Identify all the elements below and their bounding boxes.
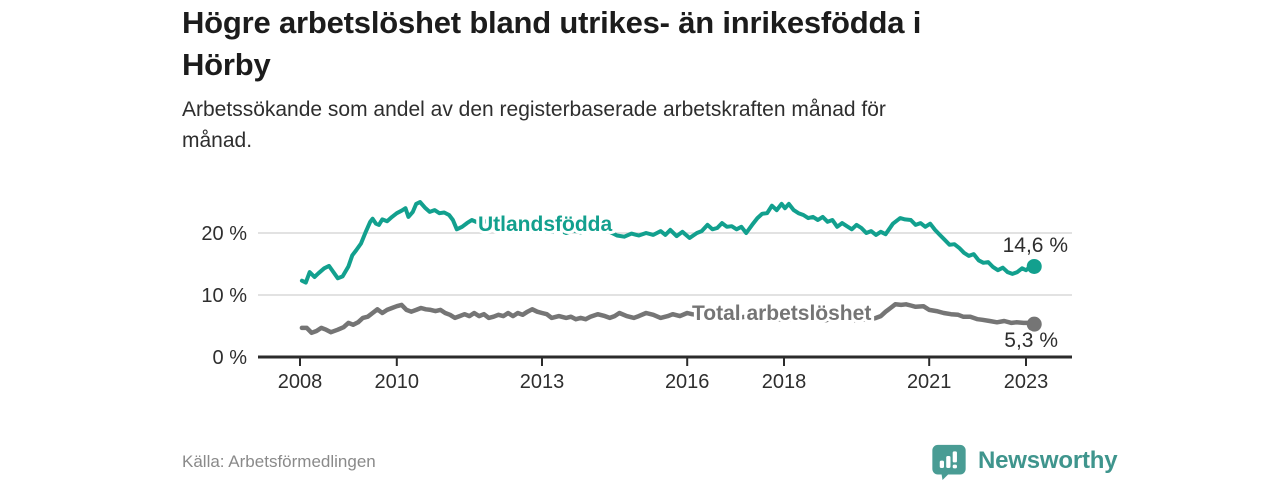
end-value-label-utlandsfodda: 14,6 % bbox=[1003, 234, 1068, 257]
x-axis-label-2021: 2021 bbox=[907, 371, 952, 393]
x-axis-label-2023: 2023 bbox=[1004, 371, 1049, 393]
newsworthy-bar-chart-pin-icon bbox=[932, 444, 966, 480]
title-line-1: Högre arbetslöshet bland utrikes- än inr… bbox=[182, 5, 922, 40]
series-line-total bbox=[299, 302, 1037, 336]
newsworthy-logo[interactable]: Newsworthy bbox=[930, 443, 1118, 480]
series-end-dot-utlandsfodda bbox=[1026, 258, 1042, 274]
series-end-dot-total bbox=[1026, 316, 1042, 332]
subtitle-line-2: månad. bbox=[182, 129, 253, 152]
y-axis-label-20: 20 % bbox=[201, 223, 247, 245]
series-label-total-arbetsloshet: Total arbetslöshet bbox=[692, 302, 871, 325]
series-line-utlandsfodda bbox=[299, 200, 1037, 285]
title-line-2: Hörby bbox=[182, 47, 271, 82]
x-axis-label-2010: 2010 bbox=[375, 371, 420, 393]
source-note: Källa: Arbetsförmedlingen bbox=[182, 452, 376, 471]
page-title: Högre arbetslöshet bland utrikes- än inr… bbox=[182, 2, 1142, 86]
x-axis-label-2018: 2018 bbox=[762, 371, 807, 393]
x-axis-label-2016: 2016 bbox=[665, 371, 710, 393]
y-axis-label-10: 10 % bbox=[201, 285, 247, 307]
x-axis-label-2008: 2008 bbox=[278, 371, 323, 393]
y-axis-label-0: 0 % bbox=[213, 347, 248, 369]
series-label-utlandsfodda: Utlandsfödda bbox=[478, 213, 612, 236]
newsworthy-logo-text: Newsworthy bbox=[978, 447, 1118, 474]
end-value-label-total: 5,3 % bbox=[1004, 329, 1058, 352]
x-axis-label-2013: 2013 bbox=[520, 371, 565, 393]
chart-subtitle: Arbetssökande som andel av den registerb… bbox=[182, 94, 1082, 156]
subtitle-line-1: Arbetssökande som andel av den registerb… bbox=[182, 98, 886, 121]
